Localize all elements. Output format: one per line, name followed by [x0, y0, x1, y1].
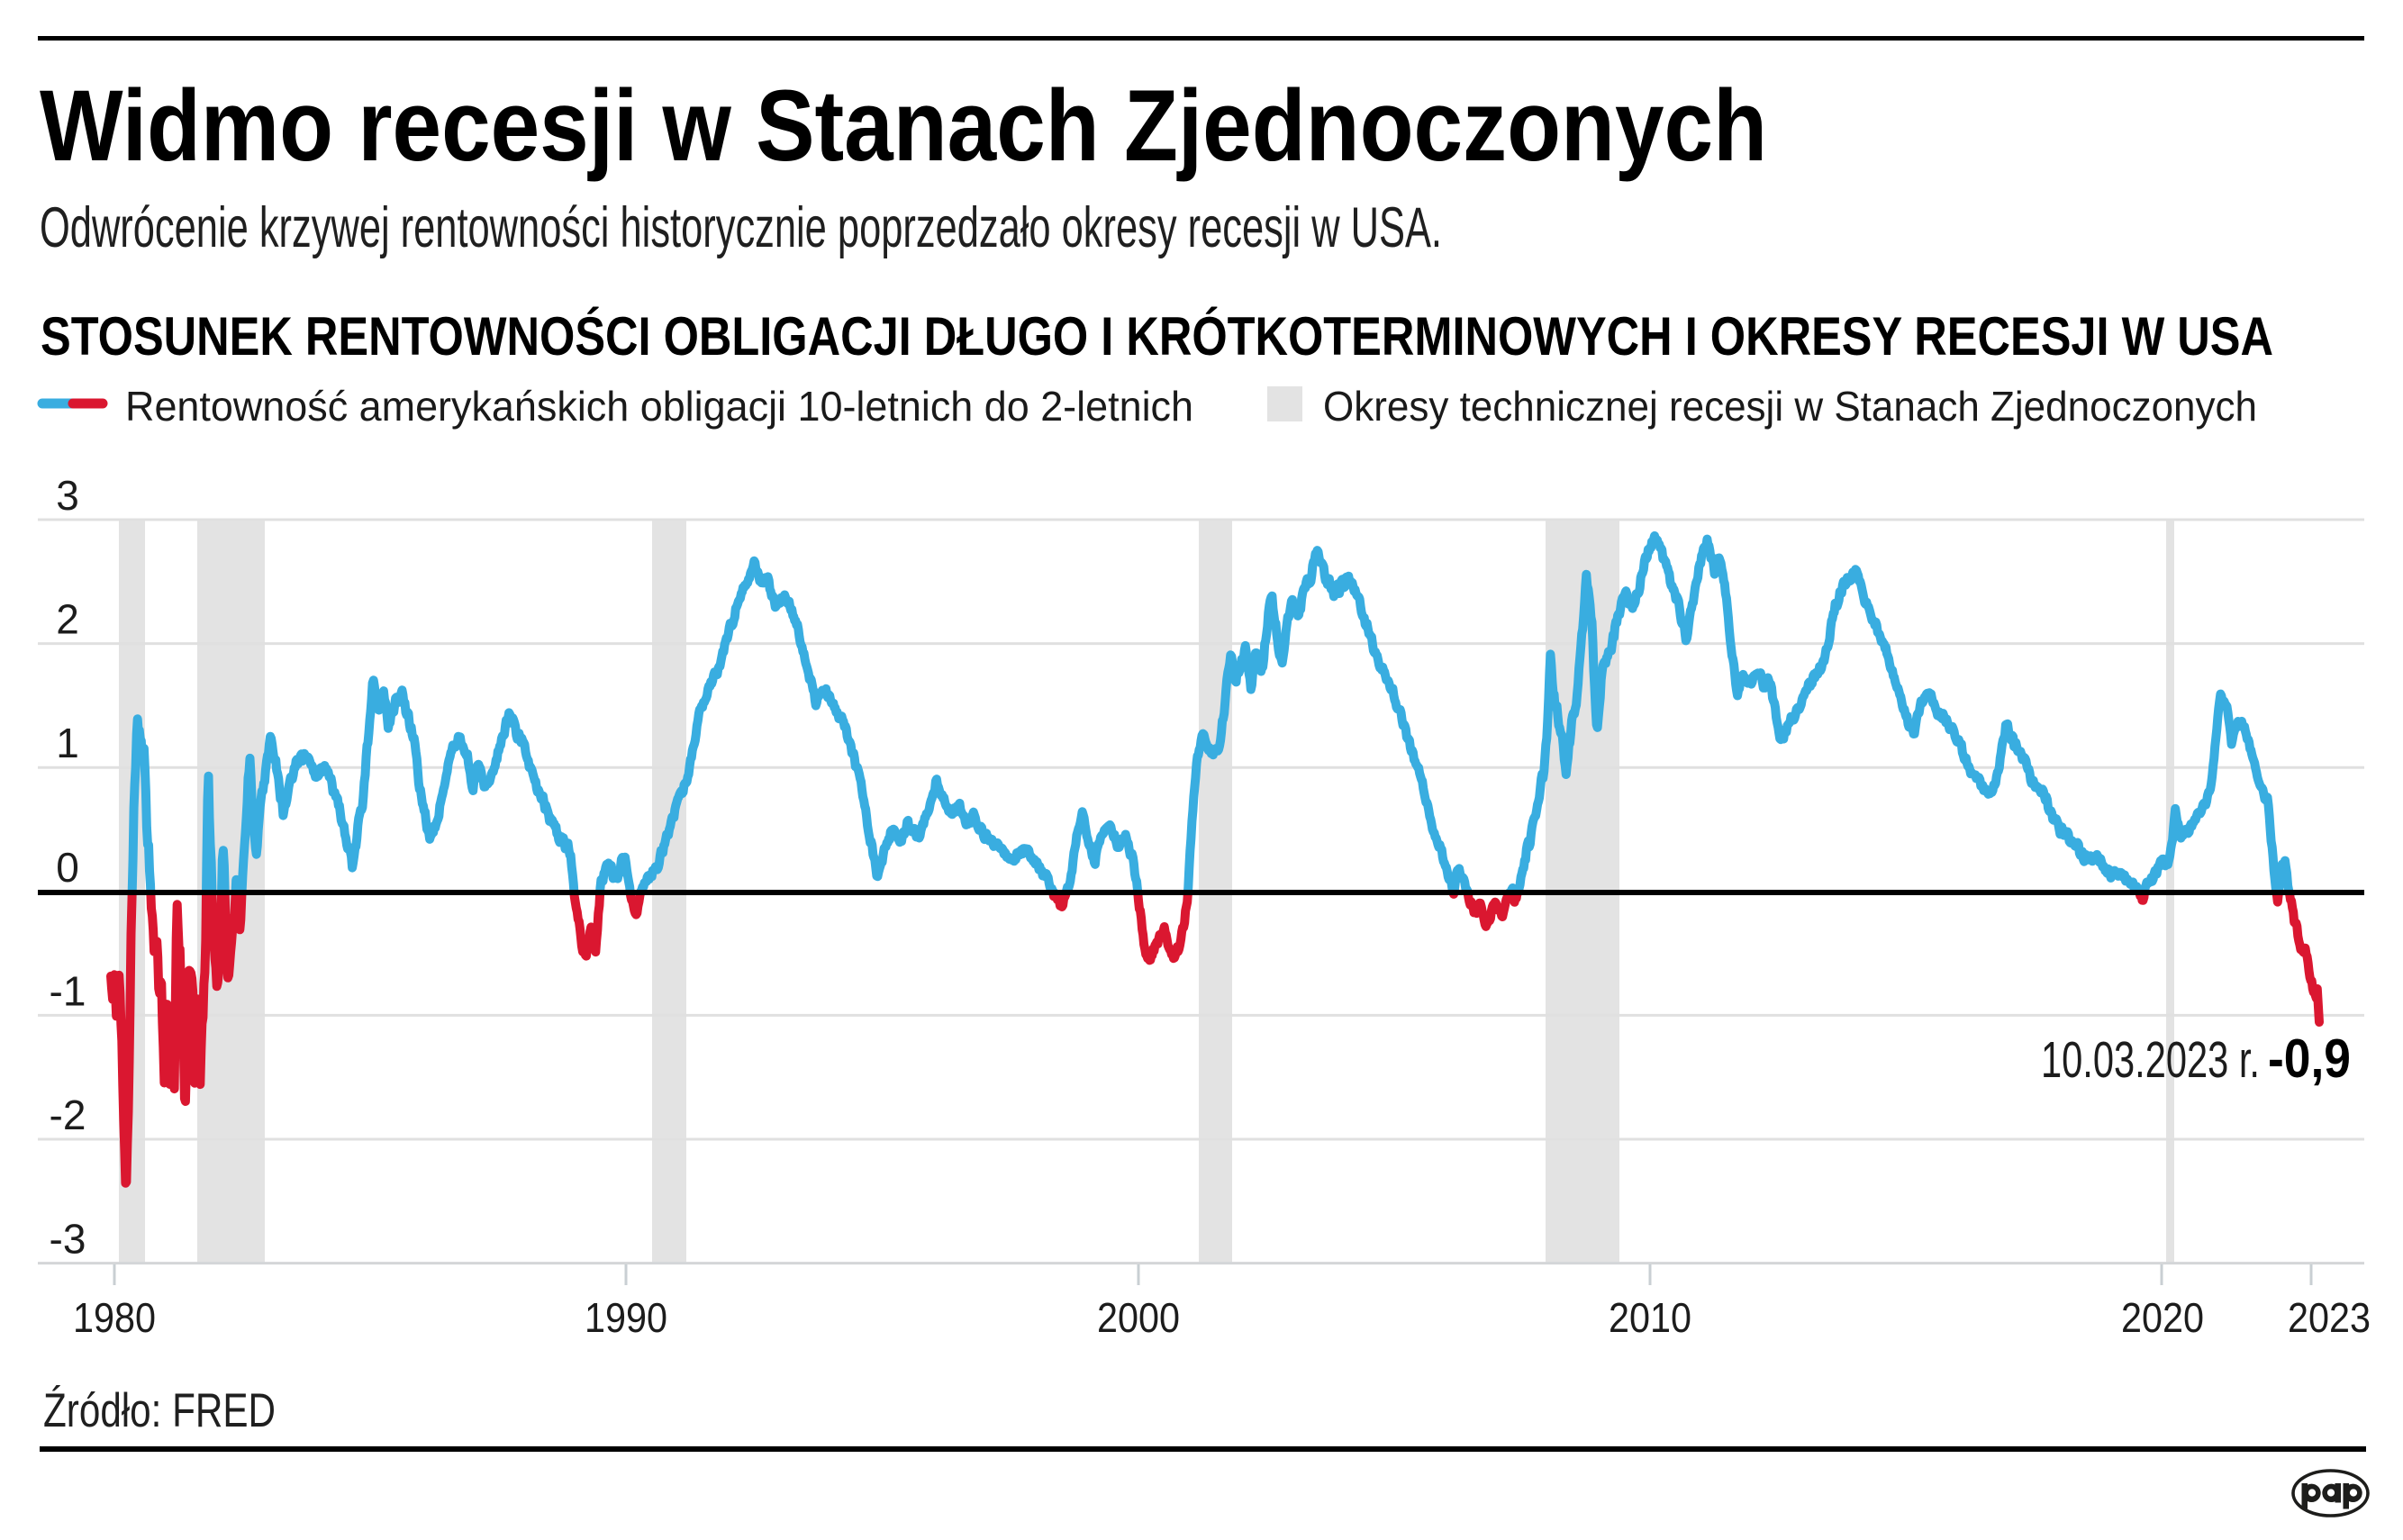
svg-text:Źródło: FRED: Źródło: FRED	[43, 1384, 276, 1437]
svg-text:0: 0	[56, 844, 79, 891]
svg-text:2023: 2023	[2288, 1294, 2371, 1341]
svg-text:STOSUNEK RENTOWNOŚCI OBLIGACJI: STOSUNEK RENTOWNOŚCI OBLIGACJI DŁUGO I K…	[41, 306, 2273, 367]
svg-text:2010: 2010	[1609, 1294, 1691, 1341]
svg-text:-3: -3	[50, 1216, 86, 1263]
svg-text:1: 1	[56, 720, 79, 766]
svg-text:Okresy technicznej recesji w S: Okresy technicznej recesji w Stanach Zje…	[1323, 383, 2257, 430]
svg-text:Rentowność amerykańskich oblig: Rentowność amerykańskich obligacji 10-le…	[125, 383, 1193, 430]
svg-text:10.03.2023 r.: 10.03.2023 r.	[2041, 1031, 2260, 1089]
svg-text:-2: -2	[50, 1092, 86, 1138]
svg-text:-0,9: -0,9	[2268, 1028, 2351, 1089]
svg-text:Odwrócenie krzywej rentowności: Odwrócenie krzywej rentowności historycz…	[40, 196, 1442, 259]
svg-text:3: 3	[56, 472, 79, 519]
svg-text:1980: 1980	[73, 1294, 156, 1341]
svg-text:2020: 2020	[2121, 1294, 2204, 1341]
svg-text:Widmo recesji w Stanach Zjedno: Widmo recesji w Stanach Zjednoczonych	[40, 69, 1767, 182]
svg-text:2000: 2000	[1097, 1294, 1180, 1341]
svg-text:2: 2	[56, 596, 79, 643]
svg-text:-1: -1	[50, 967, 86, 1014]
svg-text:1990: 1990	[585, 1294, 667, 1341]
